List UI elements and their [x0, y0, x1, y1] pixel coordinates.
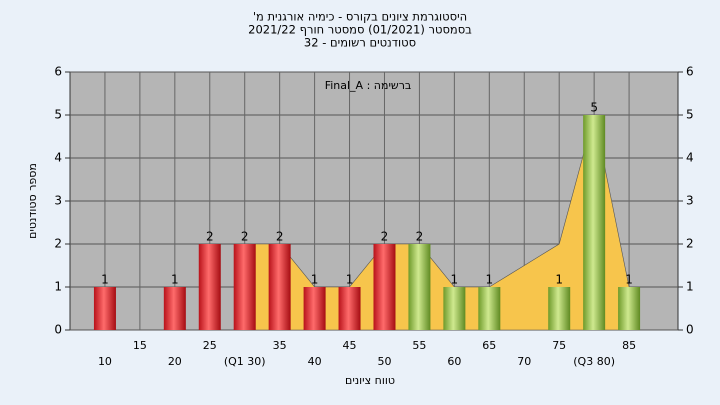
y-tick-label: 5 [54, 108, 62, 122]
bar [198, 244, 221, 330]
x-tick-label: 45 [343, 339, 357, 352]
y2-tick-label: 0 [686, 323, 694, 337]
bar [338, 287, 361, 330]
y-tick-label: 3 [54, 194, 62, 208]
x-tick-label: 70 [517, 355, 531, 368]
x-axis-label: טווח ציונים [345, 374, 395, 387]
annotation: ברשימה : Final_A [325, 79, 412, 92]
bar [233, 244, 256, 330]
marks: 1 1 2 2 2 1 1 2 2 1 1 1 5 1 [93, 101, 641, 331]
title-line: בסמסטר (01/2021) סמסטר חורף 2021/22 [248, 23, 472, 37]
data-label: 1 [625, 273, 633, 287]
x-tick-label: 55 [412, 339, 426, 352]
y2-tick-label: 5 [686, 108, 694, 122]
y-tick-label: 6 [54, 65, 62, 79]
y-tick-label: 0 [54, 323, 62, 337]
x-tick-label: 75 [552, 339, 566, 352]
data-label: 2 [206, 230, 214, 244]
x-tick-label: 85 [622, 339, 636, 352]
x-tick-label: 25 [203, 339, 217, 352]
bar [303, 287, 326, 330]
x-tick-label: 65 [482, 339, 496, 352]
y-tick-label: 2 [54, 237, 62, 251]
data-label: 1 [101, 273, 109, 287]
y-tick-label: 4 [54, 151, 62, 165]
x-tick-label: (Q3 80) [573, 355, 615, 368]
data-label: 1 [171, 273, 179, 287]
title-line: סטודנטים רשומים - 32 [304, 36, 416, 50]
bar [408, 244, 431, 330]
bar [443, 287, 466, 330]
bar [93, 287, 116, 330]
x-tick-label: 15 [133, 339, 147, 352]
data-label: 2 [241, 230, 249, 244]
x-tick-label: 20 [168, 355, 182, 368]
data-label: 1 [555, 273, 563, 287]
bar [618, 287, 641, 330]
title-line: היסטוגרמת ציונים בקורס - כימיה אורגנית מ… [253, 10, 467, 24]
y2-tick-label: 6 [686, 65, 694, 79]
x-tick-label: 40 [308, 355, 322, 368]
data-label: 1 [451, 273, 459, 287]
y2-tick-label: 4 [686, 151, 694, 165]
data-label: 5 [590, 101, 598, 115]
bar [548, 287, 571, 330]
bar [583, 115, 606, 330]
y2-tick-label: 2 [686, 237, 694, 251]
y2-tick-label: 1 [686, 280, 694, 294]
bar [373, 244, 396, 330]
data-label: 1 [485, 273, 493, 287]
x-tick-label: 35 [273, 339, 287, 352]
data-label: 2 [276, 230, 284, 244]
bar [163, 287, 186, 330]
y2-tick-label: 3 [686, 194, 694, 208]
data-label: 2 [381, 230, 389, 244]
x-tick-label: 50 [377, 355, 391, 368]
data-label: 2 [416, 230, 424, 244]
x-tick-label: 10 [98, 355, 112, 368]
y-axis-label: מספר סטודנטים [26, 163, 39, 239]
x-tick-label: 60 [447, 355, 461, 368]
data-label: 1 [311, 273, 319, 287]
x-tick-label: (Q1 30) [224, 355, 266, 368]
bar [478, 287, 501, 330]
y-tick-label: 1 [54, 280, 62, 294]
bar [268, 244, 291, 330]
data-label: 1 [346, 273, 354, 287]
